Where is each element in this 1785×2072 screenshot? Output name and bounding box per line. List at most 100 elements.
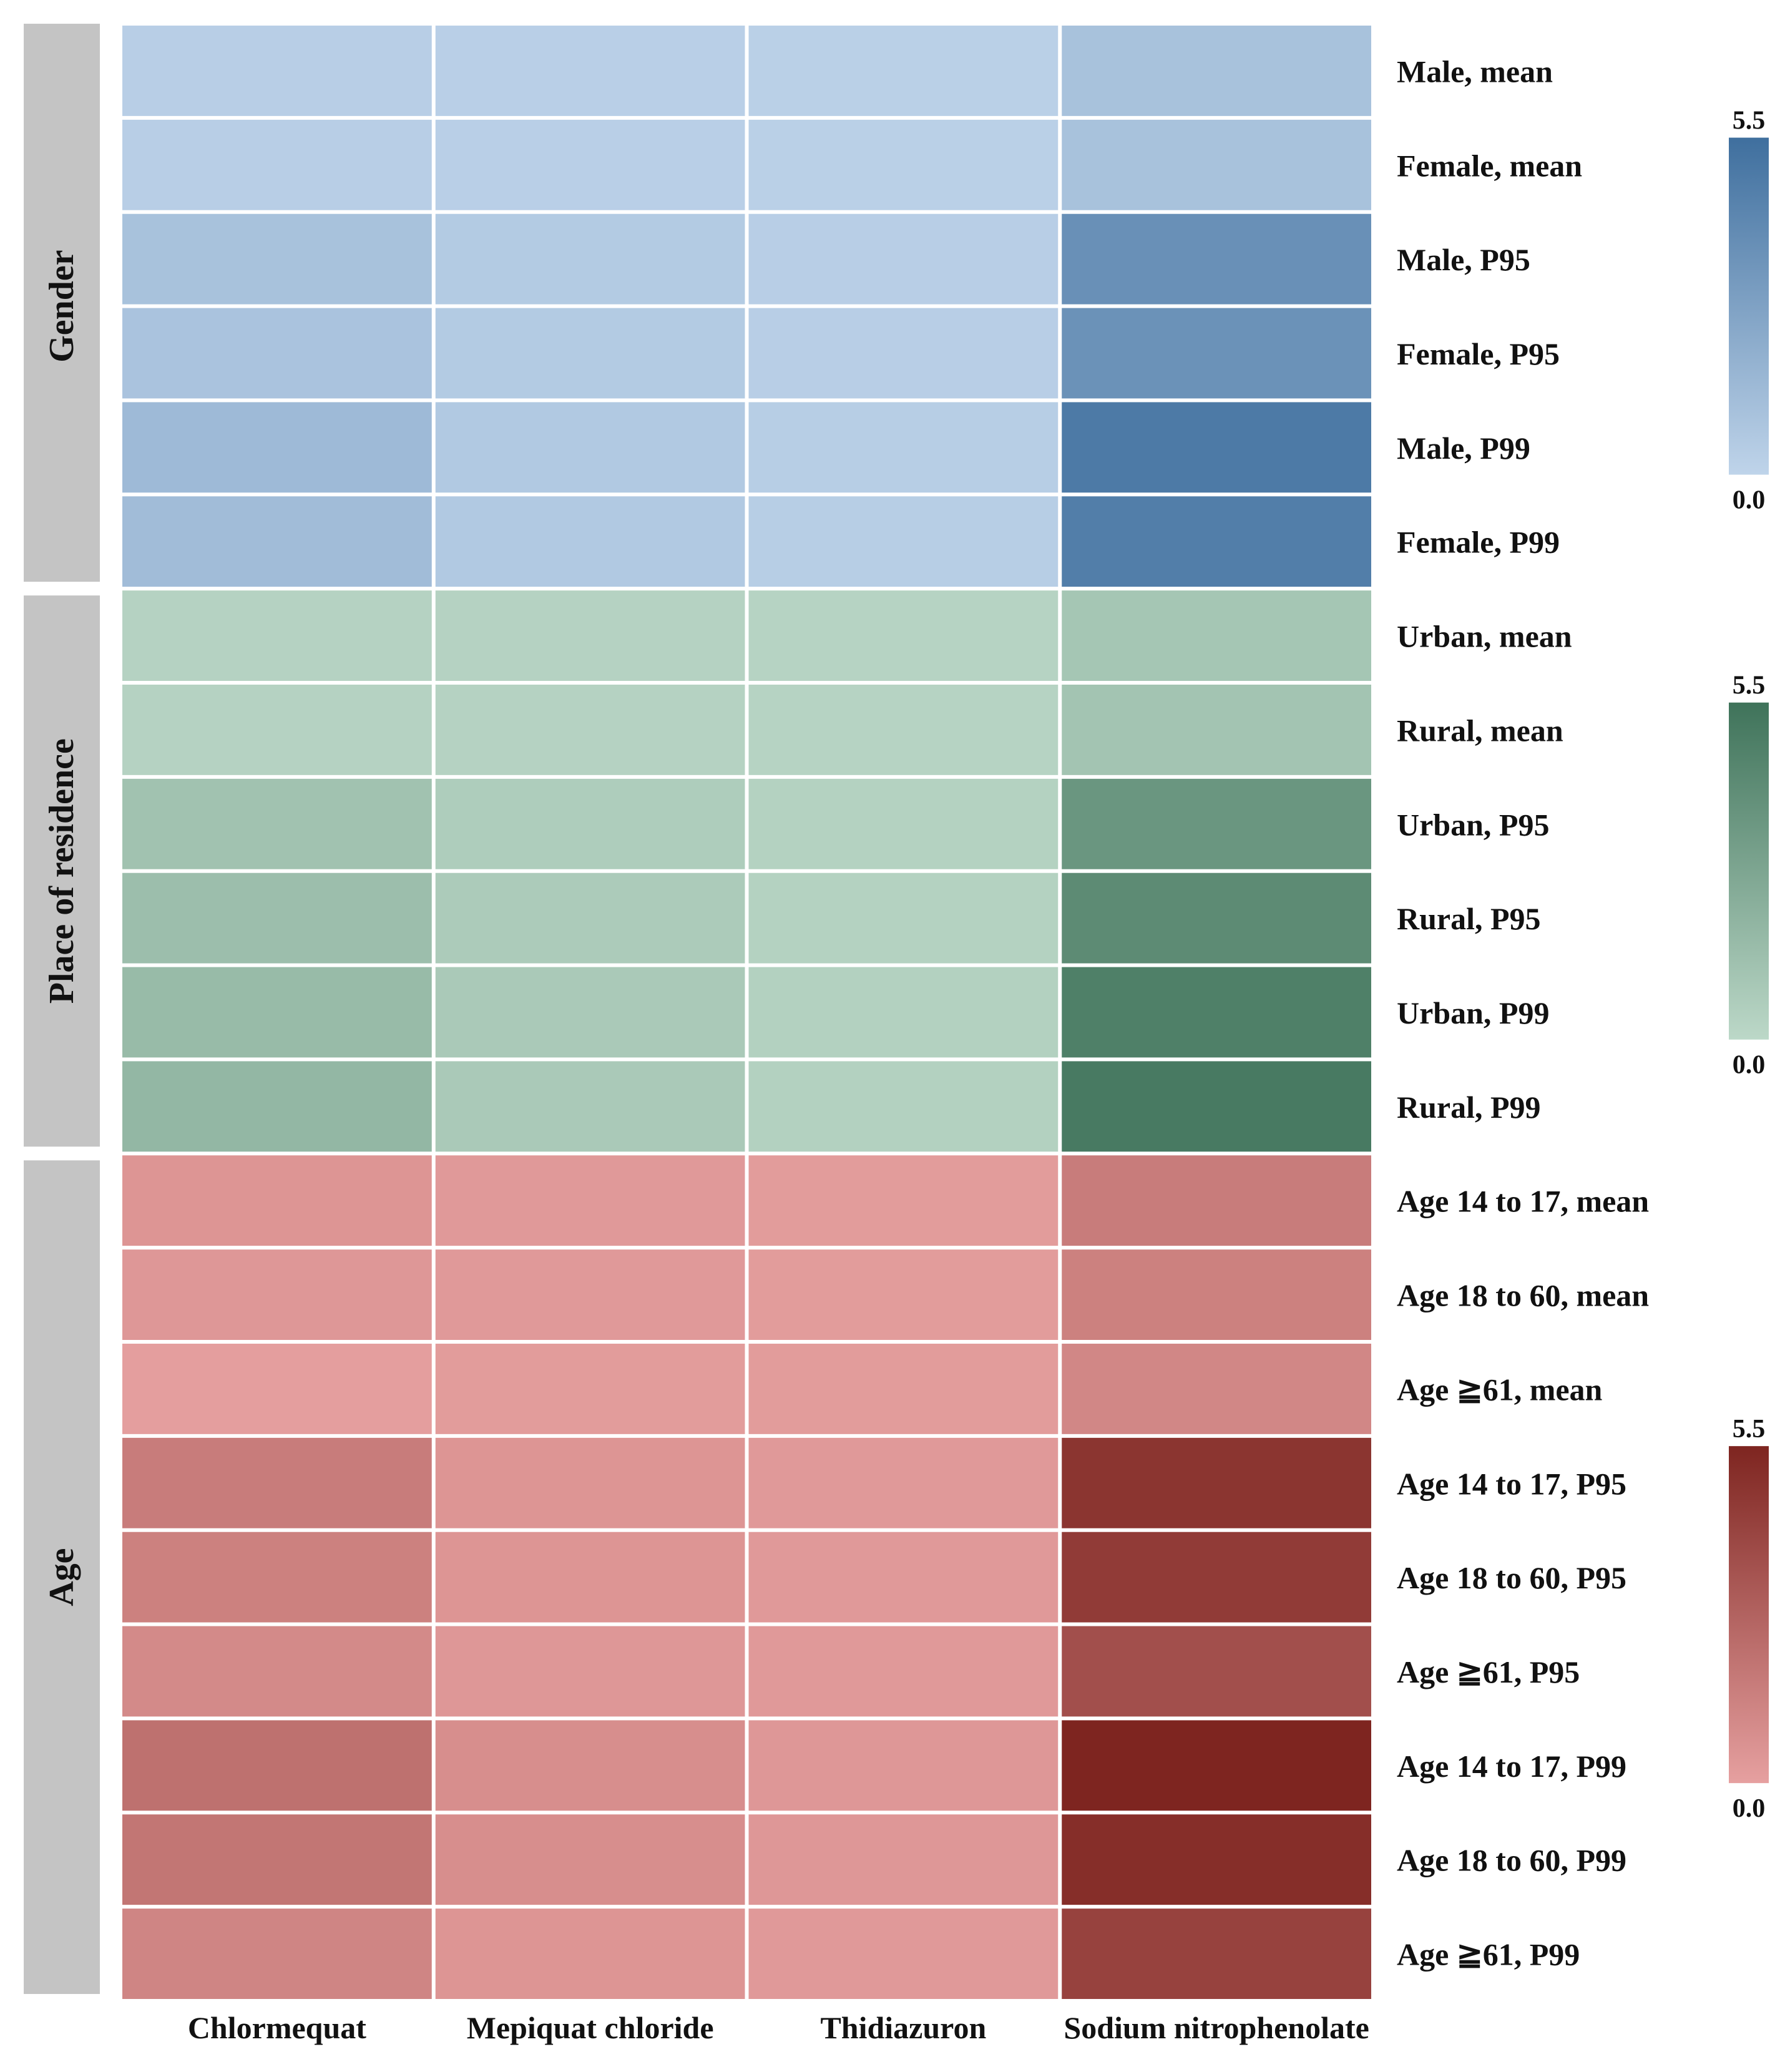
heatmap-cell [122,1061,432,1152]
heatmap-cell [748,1626,1059,1717]
heatmap-cell [1062,213,1371,305]
heatmap-cell [122,119,432,210]
heatmap-cell [1062,1532,1371,1623]
heatmap-cell [435,26,745,116]
heatmap-cell [435,1908,745,1999]
heatmap-cell [748,26,1059,116]
heatmap-cell [1062,1249,1371,1340]
group-label-place-of-residence: Place of residence [42,738,81,1004]
heatmap-cell [122,1155,432,1246]
heatmap-cell [748,1720,1059,1811]
row-label: Age 14 to 17, mean [1397,1184,1649,1219]
legend-bar-age [1729,1446,1769,1784]
heatmap-cell [748,119,1059,210]
heatmap-cell [1062,685,1371,775]
group-bar-age [24,1160,100,1994]
heatmap-cell [748,213,1059,305]
legend-max-label: 5.5 [1733,672,1766,700]
group-bar-gender [24,24,100,582]
group-labels: Gender Place of residence Age [24,24,100,1994]
row-label: Rural, mean [1397,713,1563,748]
heatmap-cell [748,1155,1059,1246]
heatmap-cell [748,685,1059,775]
heatmap-cell [1062,1720,1371,1811]
legend-max-label: 5.5 [1733,107,1766,135]
heatmap-cell [435,967,745,1058]
heatmap-cell [435,213,745,305]
heatmap-cell [435,1626,745,1717]
row-label: Rural, P99 [1397,1090,1541,1125]
heatmap-cell [122,778,432,869]
heatmap-cell [435,1532,745,1623]
row-label: Age 14 to 17, P95 [1397,1466,1626,1501]
heatmap-cell [1062,1344,1371,1434]
heatmap-cell [748,590,1059,681]
heatmap-cell [435,308,745,399]
heatmap-cell [748,1061,1059,1152]
legend-min-label: 0.0 [1733,486,1766,515]
heatmap-cell [1062,967,1371,1058]
heatmap-cell [122,1344,432,1434]
group-bar-place-of-residence [24,595,100,1147]
heatmap-cell [748,402,1059,493]
heatmap-cell [1062,1908,1371,1999]
legend-max-label: 5.5 [1733,1415,1766,1444]
heatmap-cell [1062,1437,1371,1528]
row-label: Age ≧61, P99 [1397,1937,1580,1972]
heatmap-cell [122,590,432,681]
row-label: Age 14 to 17, P99 [1397,1749,1626,1784]
group-label-gender: Gender [42,250,81,362]
heatmap-cell [435,402,745,493]
legend-bar-gender [1729,137,1769,475]
heatmap-cell [1062,590,1371,681]
heatmap-cell [122,1908,432,1999]
heatmap-cell [435,119,745,210]
heatmap-cell [1062,402,1371,493]
heatmap-cell [1062,1814,1371,1905]
heatmap-cell [748,1814,1059,1905]
heatmap-cell [435,685,745,775]
heatmap-cell [435,778,745,869]
heatmap-cell [435,1249,745,1340]
column-label: Chlormequat [188,2010,366,2045]
heatmap-cell [435,1437,745,1528]
column-label: Thidiazuron [820,2010,986,2045]
row-label: Female, mean [1397,148,1582,183]
column-labels: Chlormequat Mepiquat chloride Thidiazuron S… [188,2010,1369,2045]
column-label: Mepiquat chloride [467,2010,714,2045]
heatmap-cell [1062,872,1371,964]
legend-bar-place-of-residence [1729,702,1769,1040]
heatmap-cell [748,1344,1059,1434]
heatmap-cell [435,1155,745,1246]
heatmap-cell [435,1344,745,1434]
heatmap-cell [122,213,432,305]
heatmap-cell [1062,778,1371,869]
row-label: Female, P95 [1397,336,1560,371]
heatmap-cell [1062,308,1371,399]
heatmap-cell [435,1720,745,1811]
heatmap-cell [748,778,1059,869]
heatmap-cell [122,1532,432,1623]
heatmap-cell [435,1814,745,1905]
heatmap-cells [122,26,1371,1999]
heatmap-cell [435,1061,745,1152]
row-label: Age 18 to 60, P99 [1397,1843,1626,1878]
heatmap-cell [122,685,432,775]
row-label: Urban, P99 [1397,995,1549,1030]
heatmap-cell [1062,1155,1371,1246]
heatmap-cell [1062,26,1371,116]
heatmap-cell [122,1814,432,1905]
row-label: Age 18 to 60, mean [1397,1278,1649,1313]
row-label: Age ≧61, P95 [1397,1654,1580,1689]
heatmap-cell [122,402,432,493]
column-label: Sodium nitrophenolate [1064,2010,1369,2045]
heatmap-cell [122,308,432,399]
heatmap-cell [748,967,1059,1058]
heatmap-cell [748,1532,1059,1623]
heatmap-cell [1062,119,1371,210]
heatmap-cell [435,872,745,964]
row-label: Rural, P95 [1397,901,1541,936]
row-label: Urban, mean [1397,619,1572,654]
legend-min-label: 0.0 [1733,1794,1766,1823]
heatmap-cell [748,1908,1059,1999]
